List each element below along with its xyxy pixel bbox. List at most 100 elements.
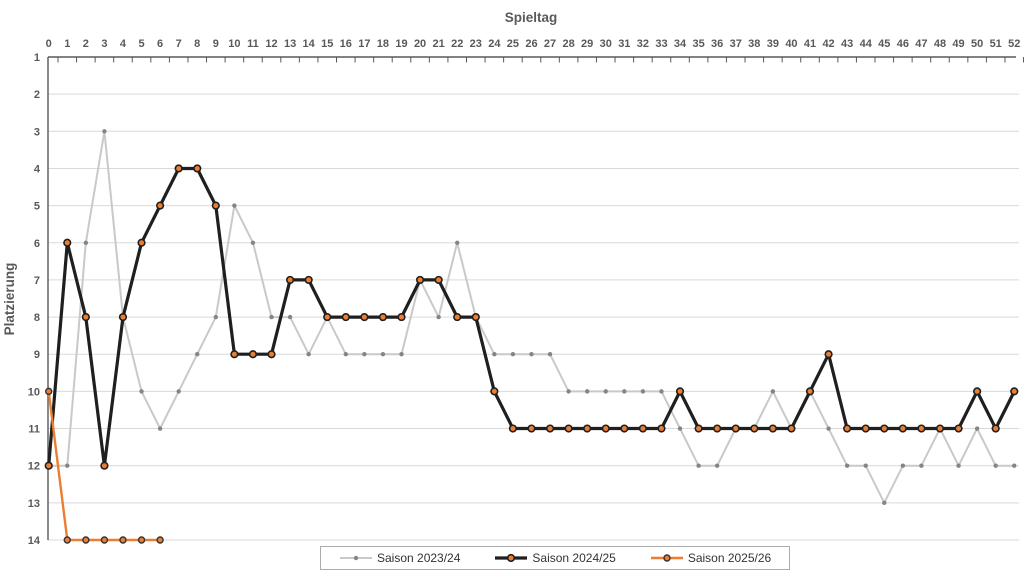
x-tick-label: 27 (544, 38, 556, 50)
x-tick-label: 25 (507, 38, 519, 50)
data-point-saison-2023-24 (306, 352, 311, 357)
y-tick-label: 6 (34, 238, 40, 250)
data-point-saison-2023-24 (139, 389, 144, 394)
y-tick-label: 10 (28, 386, 40, 398)
data-point-saison-2025-26 (63, 536, 71, 544)
x-tick-label: 13 (284, 38, 296, 50)
data-point-saison-2023-24 (176, 389, 181, 394)
data-point-saison-2023-24 (547, 352, 553, 357)
y-tick-label: 3 (34, 126, 40, 138)
legend-item-saison-2023-24: Saison 2023/24 (339, 551, 460, 565)
x-tick-label: 9 (213, 38, 219, 50)
x-tick-label: 44 (860, 38, 873, 50)
data-point-saison-2024-25 (750, 424, 759, 433)
y-tick-label: 8 (34, 312, 40, 324)
data-point-saison-2025-26 (156, 536, 164, 544)
plot-generated-content: 0 1 2 3 4 5 6 7 8 9 10 11 12 13 14 15 16 17 18 19 20 21 22 23 24… (28, 38, 1024, 547)
data-point-saison-2023-24 (362, 352, 367, 357)
data-point-saison-2023-24 (956, 463, 961, 468)
data-point-saison-2024-25 (620, 424, 629, 433)
data-point-saison-2024-25 (991, 424, 1000, 433)
x-tick-label: 34 (674, 38, 687, 50)
data-point-saison-2024-25 (323, 312, 332, 322)
y-axis-title: Platzierung (2, 263, 17, 336)
x-tick-label: 21 (433, 38, 445, 50)
data-point-saison-2024-25 (137, 238, 146, 247)
x-tick-label: 52 (1008, 38, 1020, 50)
data-point-saison-2024-25 (657, 424, 666, 433)
data-point-saison-2024-25 (118, 312, 128, 322)
data-point-saison-2023-24 (157, 426, 163, 431)
data-point-saison-2024-25 (768, 424, 777, 433)
x-tick-label: 18 (377, 38, 389, 50)
data-point-saison-2023-24 (380, 352, 386, 357)
data-point-saison-2023-24 (213, 314, 219, 320)
data-point-saison-2024-25 (174, 164, 183, 173)
data-point-saison-2024-25 (193, 164, 202, 173)
x-tick-label: 40 (785, 38, 797, 50)
x-tick-label: 46 (897, 38, 909, 50)
data-point-saison-2023-24 (436, 314, 441, 320)
x-tick-label: 17 (358, 38, 370, 50)
data-point-saison-2023-24 (195, 352, 200, 357)
data-point-saison-2023-24 (622, 389, 627, 394)
y-tick-label: 5 (34, 201, 40, 213)
legend-marker (507, 553, 516, 563)
x-tick-label: 3 (101, 38, 107, 50)
x-tick-label: 15 (321, 38, 333, 50)
x-tick-label: 1 (64, 38, 70, 50)
x-tick-label: 36 (711, 38, 723, 50)
legend-swatch-saison-2025-26 (650, 554, 683, 562)
x-tick-label: 41 (804, 38, 816, 50)
x-tick-label: 45 (878, 38, 890, 50)
data-point-saison-2024-25 (731, 424, 740, 433)
data-point-saison-2023-24 (770, 389, 776, 394)
y-tick-label: 4 (34, 163, 41, 175)
data-point-saison-2024-25 (601, 424, 610, 433)
data-point-saison-2023-24 (919, 463, 924, 468)
data-point-saison-2024-25 (230, 350, 239, 359)
data-point-saison-2024-25 (954, 424, 963, 433)
data-point-saison-2023-24 (83, 240, 89, 245)
data-point-saison-2024-25 (694, 424, 703, 433)
data-point-saison-2025-26 (82, 536, 90, 544)
x-tick-label: 38 (748, 38, 760, 50)
y-tick-label: 14 (28, 535, 41, 547)
data-point-saison-2024-25 (44, 461, 53, 470)
data-point-saison-2024-25 (880, 424, 889, 433)
data-point-saison-2024-25 (1010, 387, 1019, 396)
data-point-saison-2024-25 (248, 350, 258, 359)
data-point-saison-2023-24 (510, 352, 516, 357)
data-point-saison-2025-26 (119, 536, 127, 544)
data-point-saison-2024-25 (843, 424, 852, 433)
data-point-saison-2024-25 (545, 424, 555, 433)
x-tick-label: 26 (525, 38, 537, 50)
data-point-saison-2023-24 (974, 426, 980, 431)
data-point-saison-2024-25 (917, 424, 926, 433)
data-point-saison-2024-25 (527, 424, 536, 433)
x-tick-label: 37 (730, 38, 742, 50)
data-point-saison-2024-25 (861, 424, 870, 433)
x-tick-label: 31 (618, 38, 630, 50)
data-point-saison-2024-25 (415, 275, 425, 285)
y-tick-label: 9 (34, 349, 40, 361)
data-point-saison-2023-24 (640, 389, 646, 394)
legend-marker (663, 554, 671, 562)
data-point-saison-2023-24 (65, 463, 70, 468)
x-tick-label: 12 (265, 38, 277, 50)
x-tick-label: 32 (637, 38, 649, 50)
data-point-saison-2023-24 (696, 463, 701, 468)
data-point-saison-2024-25 (211, 201, 220, 210)
legend-item-saison-2025-26: Saison 2025/26 (650, 551, 771, 565)
legend-item-saison-2024-25: Saison 2024/25 (494, 551, 616, 565)
data-point-saison-2024-25 (156, 201, 165, 210)
x-tick-label: 33 (655, 38, 667, 50)
data-point-saison-2024-25 (787, 424, 796, 433)
x-tick-label: 35 (692, 38, 704, 50)
x-tick-label: 20 (414, 38, 426, 50)
data-point-saison-2023-24 (863, 463, 868, 468)
x-tick-label: 49 (952, 38, 964, 50)
x-tick-label: 11 (247, 38, 259, 50)
data-point-saison-2024-25 (564, 424, 573, 433)
